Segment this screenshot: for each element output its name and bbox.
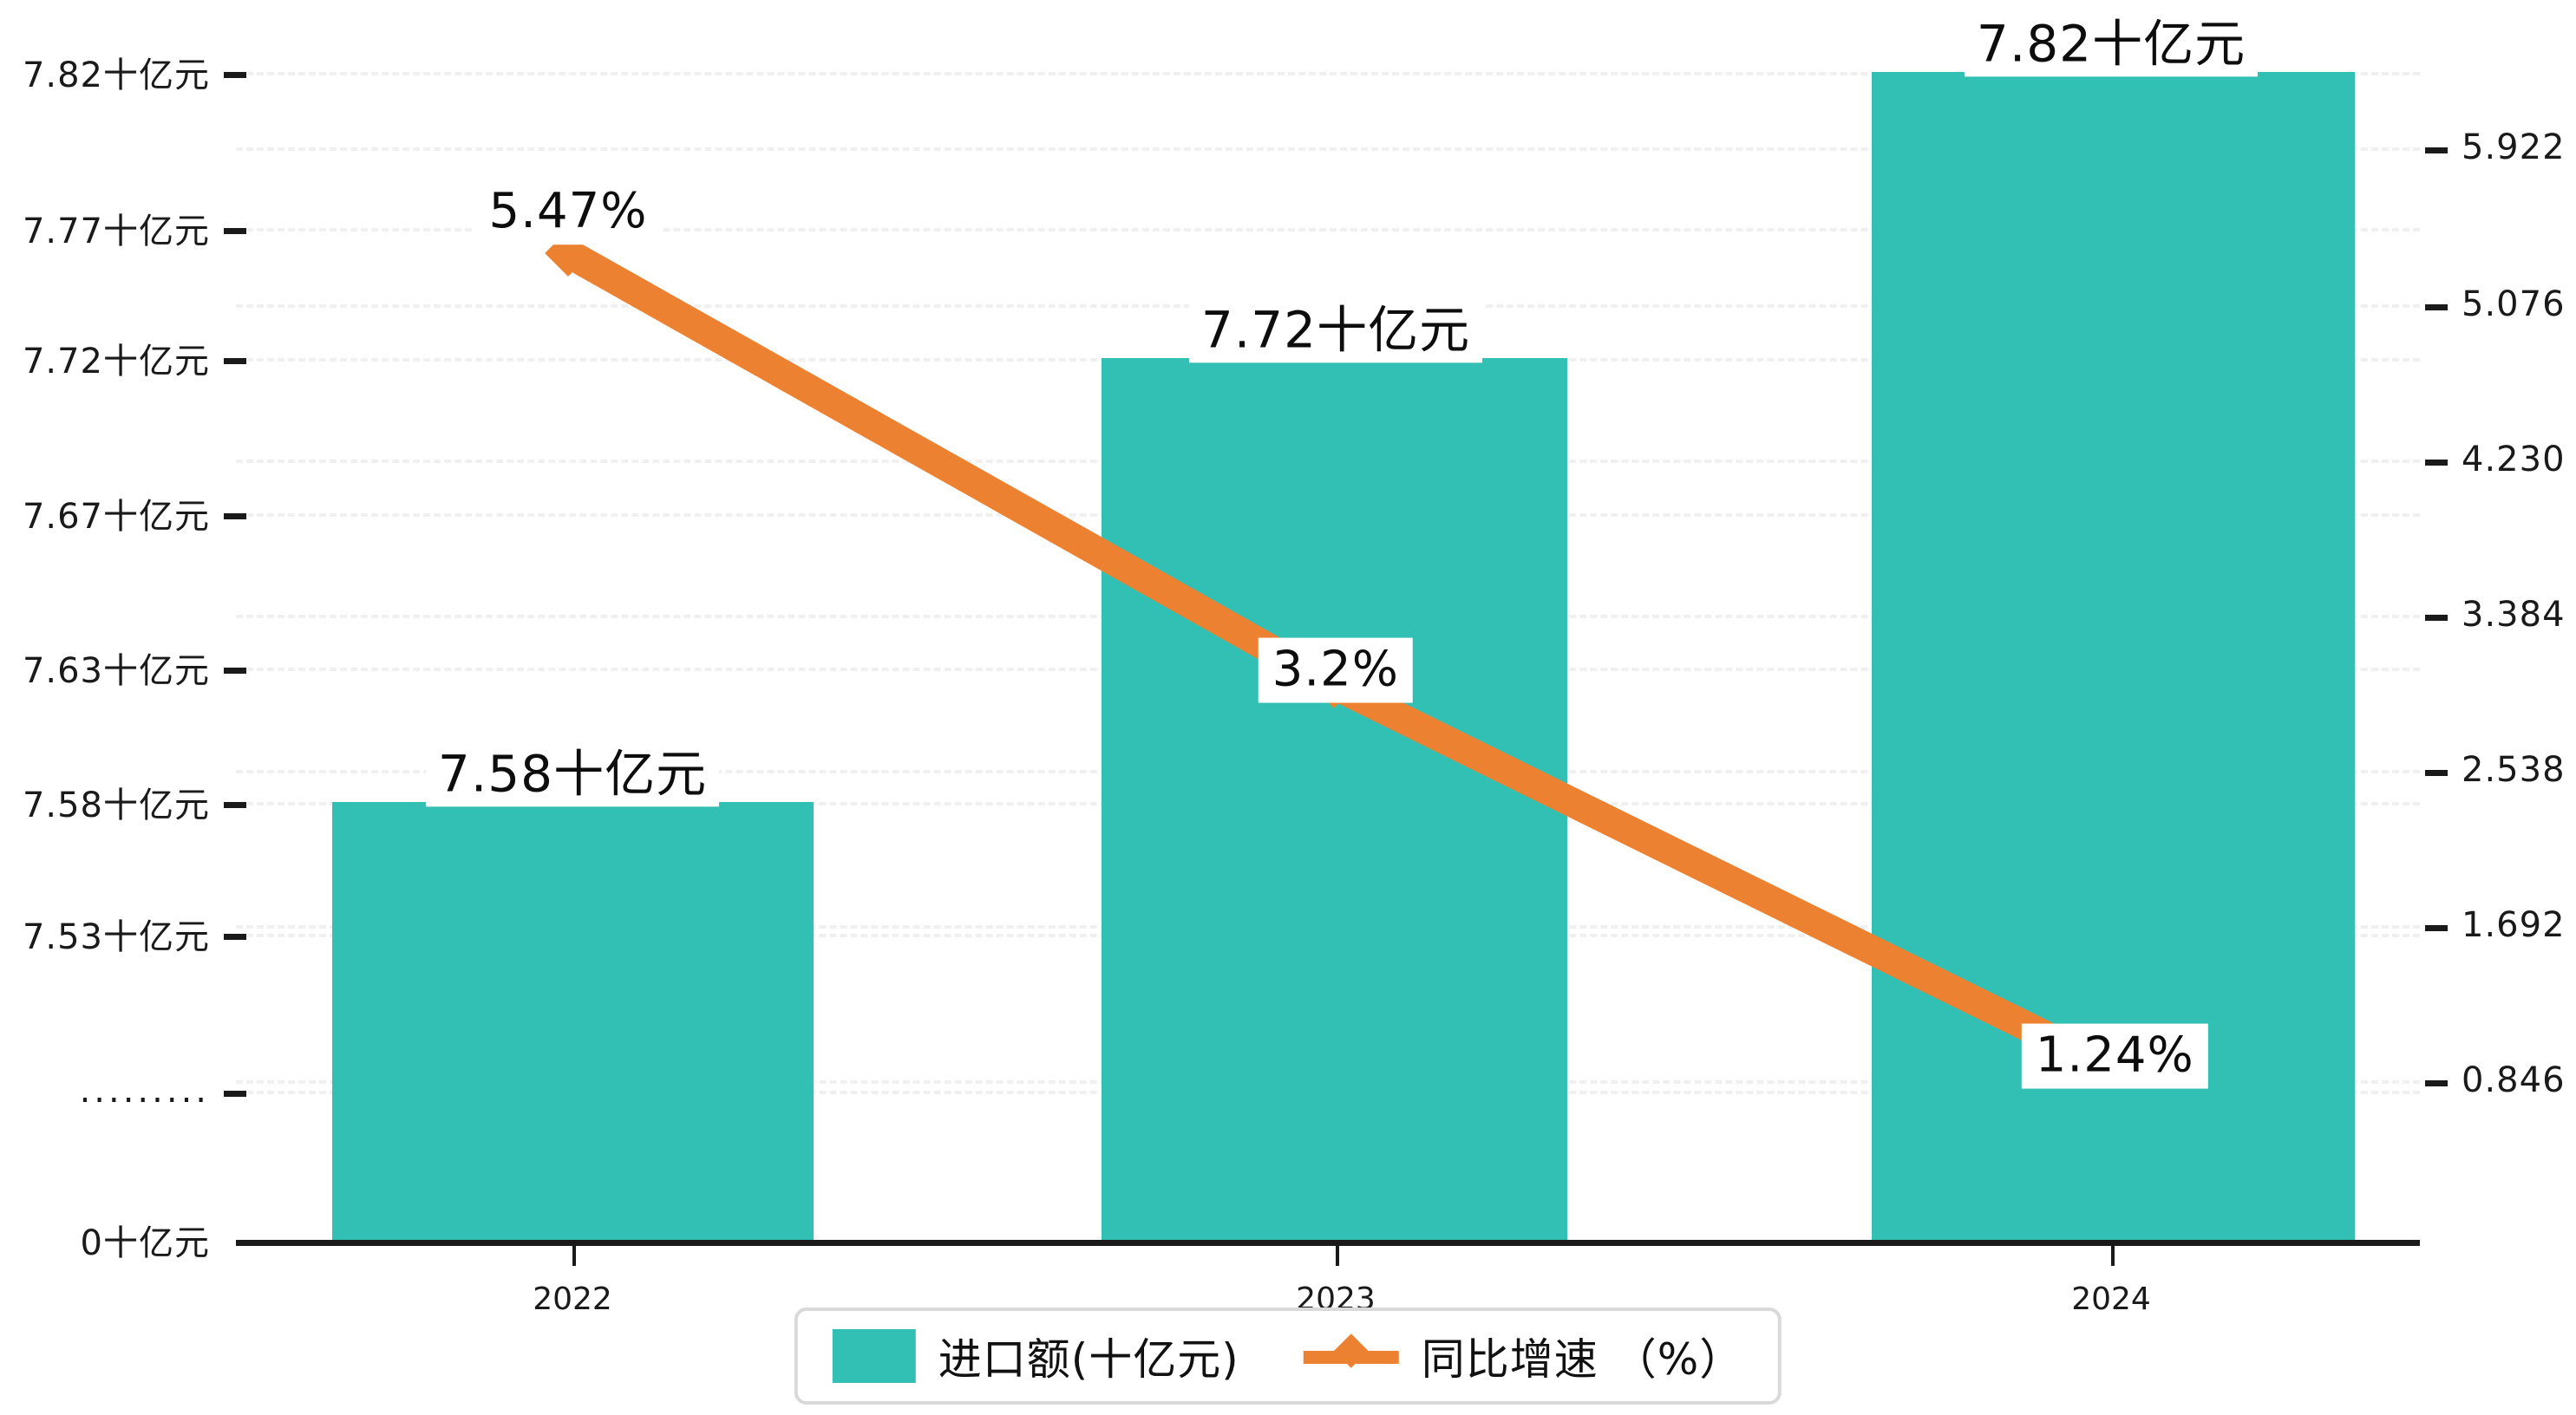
tick-dash-left-3	[224, 513, 246, 519]
y-axis-right-label-1: 5.076	[2462, 284, 2566, 324]
tick-dash-left-0	[224, 72, 246, 78]
y-axis-left-label-0: 7.82十亿元	[22, 55, 210, 95]
y-axis-right-label-3: 3.384	[2462, 595, 2566, 635]
tick-dash-left-1	[224, 228, 246, 234]
x-axis-tick-2022	[572, 1242, 576, 1266]
x-axis-tick-2023	[1336, 1242, 1339, 1266]
y-axis-left-label-4: 7.63十亿元	[22, 651, 210, 691]
line-value-label-2024: 1.24%	[2021, 1023, 2208, 1089]
y-axis-left-label-3: 7.67十亿元	[22, 497, 210, 537]
y-axis-right-label-2: 4.230	[2462, 440, 2566, 479]
line-value-label-2023: 3.2%	[1258, 637, 1414, 703]
legend-item-growth-rate[interactable]: 同比增速 （%）	[1303, 1325, 1744, 1387]
tick-dash-right-6	[2425, 1080, 2448, 1086]
gridline-left-1	[236, 228, 2420, 231]
bar-value-label-2022: 7.58十亿元	[425, 741, 720, 806]
bar-value-label-2023: 7.72十亿元	[1188, 297, 1483, 362]
x-axis-label-2024: 2024	[2071, 1281, 2151, 1317]
y-axis-right-label-4: 2.538	[2462, 750, 2566, 790]
line-value-label-2022: 5.47%	[474, 179, 662, 245]
tick-dash-left-2	[224, 358, 246, 364]
bar-value-label-2024: 7.82十亿元	[1964, 11, 2259, 76]
legend-label-import-amount: 进口额(十亿元)	[938, 1334, 1239, 1385]
tick-dash-right-0	[2425, 147, 2448, 153]
y-axis-right-label-0: 5.922	[2462, 127, 2566, 167]
x-axis-line	[236, 1240, 2420, 1246]
tick-dash-left-7	[224, 1091, 246, 1097]
x-axis-label-2022: 2022	[533, 1281, 612, 1317]
tick-dash-right-4	[2425, 770, 2448, 776]
chart-legend: 进口额(十亿元) 同比增速 （%）	[794, 1307, 1782, 1405]
y-axis-left-label-2: 7.72十亿元	[22, 342, 210, 381]
y-axis-left-label-8: 0十亿元	[80, 1223, 210, 1263]
y-axis-left-label-5: 7.58十亿元	[22, 786, 210, 825]
tick-dash-left-6	[224, 934, 246, 940]
legend-label-growth-rate: 同比增速 （%）	[1421, 1334, 1744, 1385]
gridline-left-0	[236, 72, 2420, 75]
tick-dash-right-2	[2425, 460, 2448, 466]
bar-2023[interactable]	[1102, 358, 1567, 1240]
tick-dash-right-5	[2425, 925, 2448, 931]
y-axis-left-label-6: 7.53十亿元	[22, 917, 210, 957]
bar-2022[interactable]	[332, 802, 814, 1240]
tick-dash-right-1	[2425, 304, 2448, 310]
y-axis-left-label-1: 7.77十亿元	[22, 212, 210, 251]
tick-dash-left-5	[224, 802, 246, 808]
legend-bar-swatch-icon	[832, 1329, 916, 1383]
tick-dash-left-4	[224, 668, 246, 674]
legend-item-import-amount[interactable]: 进口额(十亿元)	[832, 1325, 1239, 1387]
y-axis-right-label-6: 0.846	[2462, 1060, 2566, 1100]
gridline-right-0	[236, 147, 2420, 151]
y-axis-right-label-5: 1.692	[2462, 905, 2566, 945]
tick-dash-right-3	[2425, 615, 2448, 621]
legend-line-diamond-icon	[1303, 1333, 1399, 1373]
y-axis-left-label-7: .........	[79, 1071, 210, 1111]
x-axis-tick-2024	[2111, 1242, 2115, 1266]
